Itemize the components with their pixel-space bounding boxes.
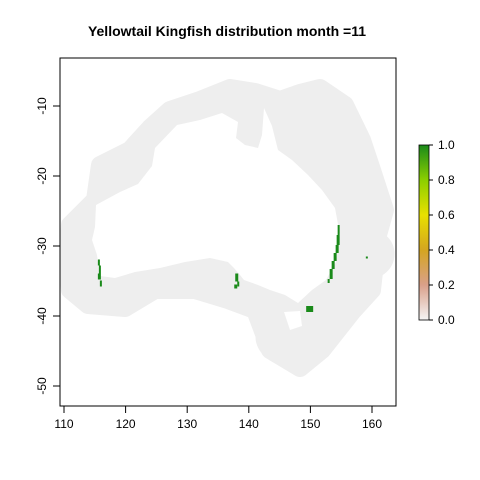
legend-tick-label: 0.4: [438, 243, 455, 257]
x-tick-label: 110: [54, 417, 73, 431]
y-tick-label: -40: [35, 307, 49, 325]
colorbar-gradient: [418, 144, 430, 321]
y-tick-label: -50: [35, 377, 49, 395]
x-tick-label: 160: [362, 417, 382, 431]
y-tick-label: -10: [35, 97, 49, 115]
presence-tasmania: [306, 306, 314, 312]
presence-cell: [234, 284, 238, 289]
y-tick-label: -20: [35, 167, 49, 185]
legend-tick-label: 0.8: [438, 173, 455, 187]
map-panel: [59, 57, 397, 407]
presence-cell: [335, 245, 339, 253]
legend-tick-label: 0.6: [438, 208, 455, 222]
presence-cell: [306, 306, 314, 312]
legend-ticks: 1.0 0.8 0.6 0.4 0.2 0.0: [429, 138, 455, 327]
presence-cell: [337, 225, 340, 235]
presence-south-australia-gulf: [234, 273, 240, 289]
presence-layer: [97, 225, 368, 312]
presence-cell: [97, 273, 101, 280]
presence-cell: [327, 279, 330, 283]
presence-cell: [329, 269, 333, 279]
presence-cell: [97, 259, 100, 266]
presence-western-australia: [97, 259, 102, 287]
presence-cell: [336, 235, 340, 245]
presence-cell: [237, 281, 240, 287]
x-tick-label: 120: [116, 417, 136, 431]
y-tick-label: -30: [35, 237, 49, 255]
legend-tick-label: 0.0: [438, 313, 455, 327]
australia-landmass: [92, 108, 340, 330]
presence-new-south-wales-coast: [327, 225, 340, 283]
x-axis: 110 120 130 140 150 160: [54, 405, 382, 431]
x-tick-label: 140: [239, 417, 259, 431]
legend-colorbar: 1.0 0.8 0.6 0.4 0.2 0.0: [418, 138, 455, 327]
x-tick-label: 130: [177, 417, 197, 431]
plot-title: Yellowtail Kingfish distribution month =…: [88, 23, 366, 39]
presence-lord-howe-island: [365, 256, 368, 259]
presence-cell: [99, 280, 102, 287]
presence-cell: [98, 265, 101, 274]
legend-tick-label: 1.0: [438, 138, 455, 152]
presence-cell: [365, 256, 368, 259]
presence-cell: [235, 273, 239, 282]
presence-cell: [333, 253, 337, 261]
legend-tick-label: 0.2: [438, 278, 455, 292]
presence-cell: [331, 261, 335, 269]
y-axis: -10 -20 -30 -40 -50: [35, 97, 61, 395]
x-tick-label: 150: [300, 417, 320, 431]
